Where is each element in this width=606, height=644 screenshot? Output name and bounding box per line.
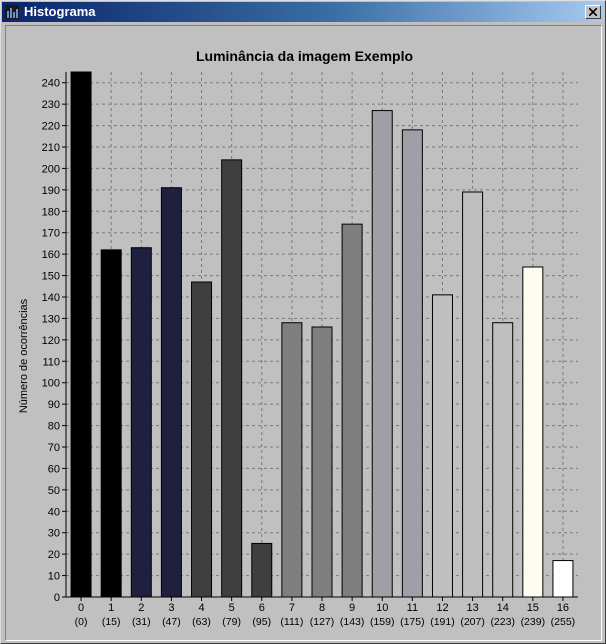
bar-13 — [462, 191, 484, 598]
x-tick-sublabel: (111) — [280, 616, 303, 628]
y-tick-label: 220 — [42, 121, 60, 133]
x-tick-label: 11 — [407, 602, 418, 614]
y-tick-label: 160 — [42, 249, 60, 261]
x-tick-label: 8 — [319, 602, 325, 614]
y-tick-label: 140 — [42, 292, 60, 304]
bar-15 — [522, 266, 544, 598]
y-tick-label: 150 — [42, 271, 60, 283]
y-tick-label: 20 — [48, 549, 60, 561]
x-tick-sublabel: (95) — [252, 616, 271, 628]
x-tick-sublabel: (239) — [521, 616, 546, 628]
bar-16 — [552, 560, 574, 598]
x-tick-label: 3 — [168, 602, 174, 614]
x-tick-label: 13 — [466, 602, 478, 614]
y-tick-label: 170 — [42, 228, 60, 240]
x-tick-sublabel: (175) — [400, 616, 425, 628]
bar-3 — [160, 187, 182, 598]
app-icon — [5, 5, 19, 19]
bar-8 — [311, 326, 333, 598]
y-tick-label: 50 — [48, 485, 60, 497]
bar-14 — [492, 322, 514, 598]
close-icon — [589, 8, 597, 16]
x-tick-sublabel: (223) — [490, 616, 515, 628]
x-tick-label: 4 — [198, 602, 204, 614]
x-tick-sublabel: (255) — [551, 616, 576, 628]
x-tick-sublabel: (207) — [460, 616, 485, 628]
x-tick-sublabel: (159) — [370, 616, 395, 628]
y-tick-label: 180 — [42, 206, 60, 218]
x-tick-label: 10 — [376, 602, 388, 614]
x-tick-label: 12 — [436, 602, 448, 614]
y-tick-label: 200 — [42, 163, 60, 175]
bar-11 — [401, 129, 423, 598]
window-title: Histograma — [24, 4, 96, 19]
y-tick-label: 190 — [42, 185, 60, 197]
y-tick-label: 240 — [42, 78, 60, 90]
y-tick-label: 10 — [48, 571, 60, 583]
x-tick-sublabel: (191) — [430, 616, 455, 628]
bar-1 — [100, 249, 122, 598]
x-tick-label: 15 — [527, 602, 539, 614]
x-tick-label: 16 — [557, 602, 569, 614]
y-tick-label: 130 — [42, 313, 60, 325]
histogram-chart: 0102030405060708090100110120130140150160… — [42, 71, 578, 628]
x-tick-label: 5 — [229, 602, 235, 614]
close-button[interactable] — [585, 5, 601, 19]
x-tick-label: 2 — [138, 602, 144, 614]
x-tick-label: 1 — [108, 602, 114, 614]
bar-12 — [431, 294, 453, 598]
y-tick-label: 230 — [42, 99, 60, 111]
y-tick-label: 40 — [48, 506, 60, 518]
y-tick-label: 110 — [42, 356, 60, 368]
bar-5 — [221, 159, 243, 598]
bar-10 — [371, 110, 393, 598]
bar-4 — [191, 281, 213, 598]
bar-7 — [281, 322, 303, 598]
x-tick-sublabel: (127) — [310, 616, 335, 628]
x-tick-sublabel: (15) — [102, 616, 121, 628]
chart-panel: Luminância da imagem Exemplo Número de o… — [5, 25, 602, 641]
chart-title: Luminância da imagem Exemplo — [195, 48, 414, 64]
x-tick-sublabel: (0) — [75, 616, 88, 628]
x-tick-label: 7 — [289, 602, 295, 614]
x-tick-label: 9 — [349, 602, 355, 614]
bar-6 — [251, 542, 273, 598]
x-tick-sublabel: (47) — [162, 616, 181, 628]
x-tick-sublabel: (143) — [340, 616, 365, 628]
x-tick-label: 6 — [259, 602, 265, 614]
x-tick-sublabel: (79) — [222, 616, 241, 628]
y-tick-label: 90 — [48, 399, 60, 411]
y-tick-label: 210 — [42, 142, 60, 154]
bar-9 — [341, 223, 363, 598]
x-tick-label: 0 — [78, 602, 84, 614]
x-tick-sublabel: (63) — [192, 616, 211, 628]
x-tick-sublabel: (31) — [132, 616, 151, 628]
y-tick-label: 60 — [48, 463, 60, 475]
y-tick-label: 80 — [48, 421, 60, 433]
x-tick-label: 14 — [497, 602, 509, 614]
y-tick-label: 0 — [54, 592, 60, 604]
y-tick-label: 120 — [42, 335, 60, 347]
bar-2 — [130, 247, 152, 598]
bar-0 — [70, 71, 92, 598]
y-tick-label: 70 — [48, 442, 60, 454]
y-tick-label: 100 — [42, 378, 60, 390]
title-bar[interactable]: Histograma — [2, 2, 604, 22]
y-tick-label: 30 — [48, 528, 60, 540]
